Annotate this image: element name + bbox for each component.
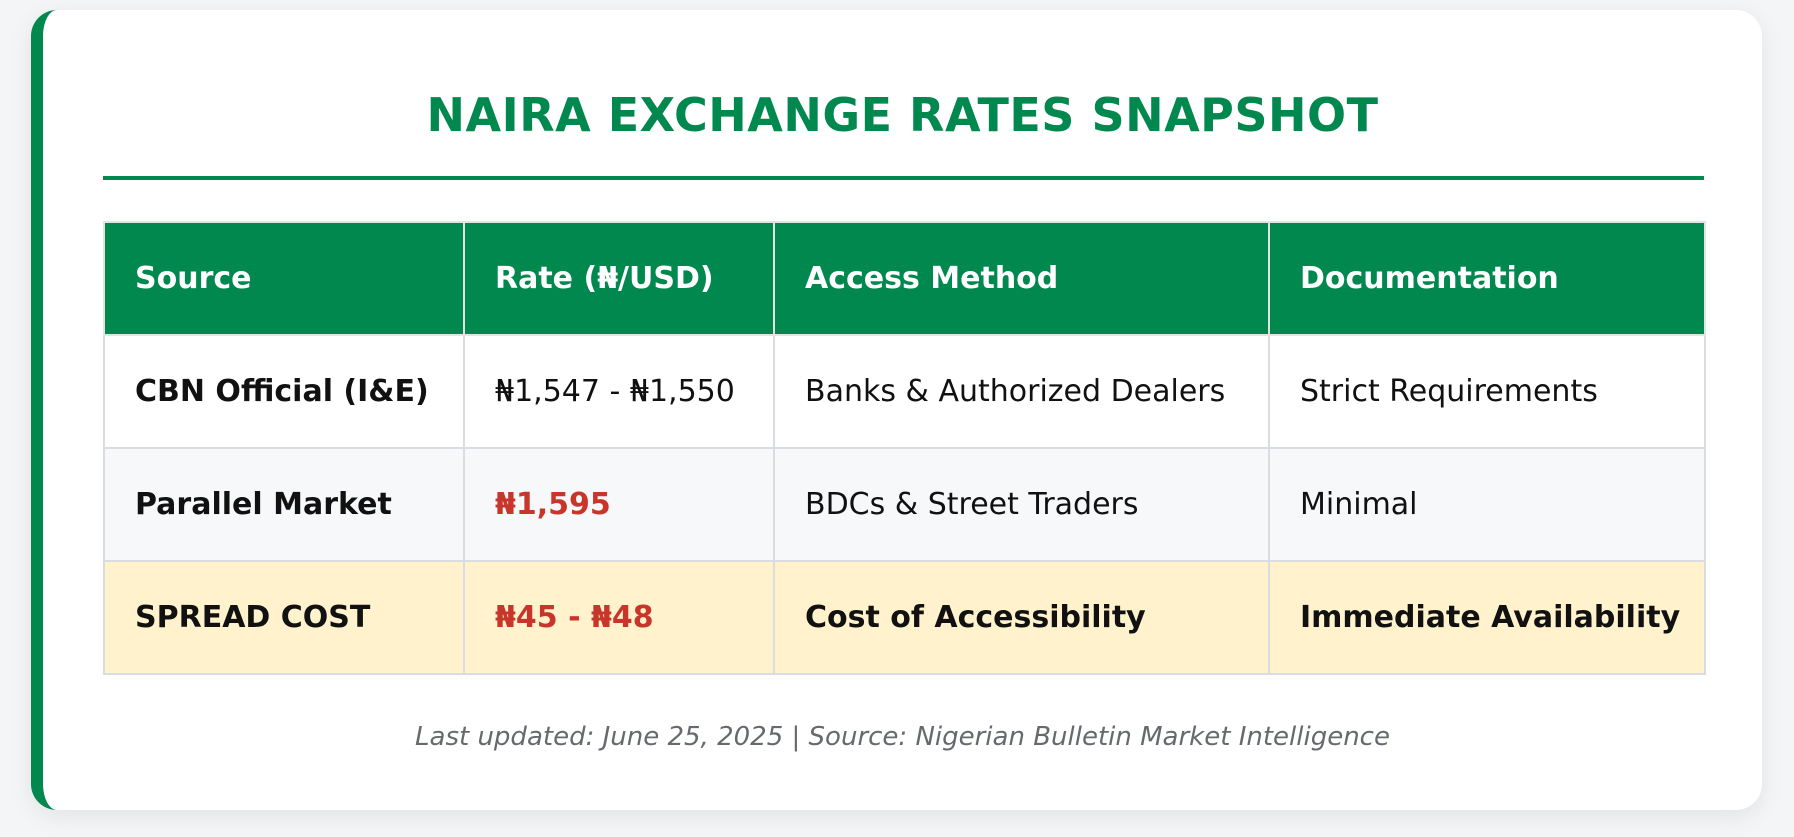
cell-documentation: Immediate Availability (1268, 560, 1706, 675)
footer-note: Last updated: June 25, 2025 | Source: Ni… (415, 722, 1390, 752)
cell-access-method: Cost of Accessibility (773, 560, 1270, 675)
exchange-rate-card: NAIRA EXCHANGE RATES SNAPSHOT Source Rat… (31, 10, 1762, 810)
exchange-rate-table: Source Rate (₦/USD) Access Method Docume… (103, 221, 1706, 675)
cell-rate: ₦45 - ₦48 (463, 560, 775, 675)
column-header-source: Source (103, 221, 465, 336)
column-header-rate: Rate (₦/USD) (463, 221, 775, 336)
column-header-documentation: Documentation (1268, 221, 1706, 336)
cell-documentation: Strict Requirements (1268, 334, 1706, 449)
cell-access-method: Banks & Authorized Dealers (773, 334, 1270, 449)
cell-rate: ₦1,547 - ₦1,550 (463, 334, 775, 449)
title-divider (103, 176, 1704, 180)
cell-access-method: BDCs & Street Traders (773, 447, 1270, 562)
cell-source: SPREAD COST (103, 560, 465, 675)
cell-documentation: Minimal (1268, 447, 1706, 562)
table-header-row: Source Rate (₦/USD) Access Method Docume… (103, 221, 1706, 336)
cell-source: Parallel Market (103, 447, 465, 562)
cell-source: CBN Official (I&E) (103, 334, 465, 449)
column-header-access-method: Access Method (773, 221, 1270, 336)
table-row: CBN Official (I&E) ₦1,547 - ₦1,550 Banks… (103, 334, 1706, 449)
table-row: Parallel Market ₦1,595 BDCs & Street Tra… (103, 447, 1706, 562)
cell-rate: ₦1,595 (463, 447, 775, 562)
table-row-spread: SPREAD COST ₦45 - ₦48 Cost of Accessibil… (103, 560, 1706, 675)
page-title: NAIRA EXCHANGE RATES SNAPSHOT (426, 88, 1379, 142)
